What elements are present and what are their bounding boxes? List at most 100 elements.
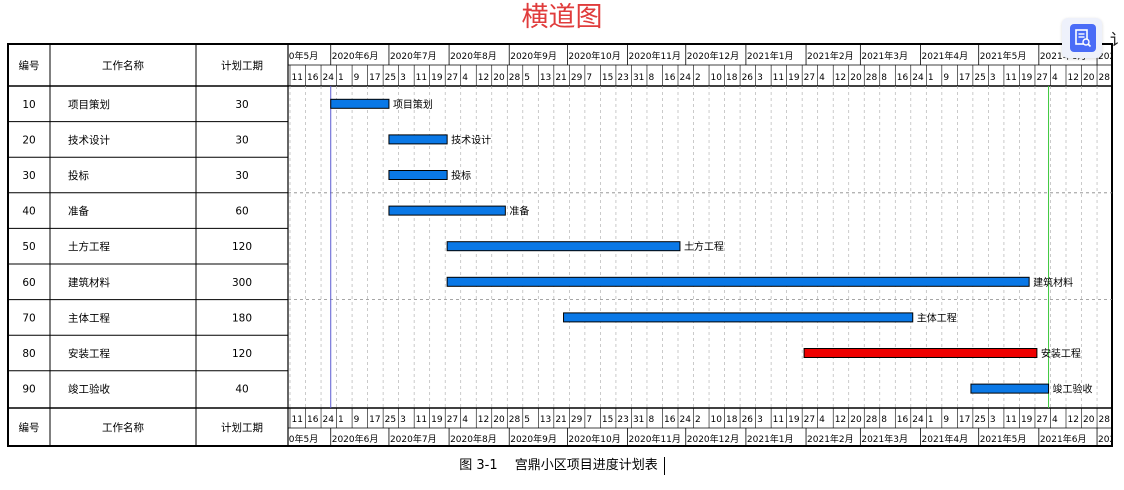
tick-label: 21 <box>555 415 566 425</box>
tick-label: 20 <box>850 73 862 83</box>
tick-label: 28 <box>509 73 521 83</box>
tick-label: 12 <box>1068 415 1079 425</box>
tick-label: 1 <box>928 73 934 83</box>
tick-label: 1 <box>338 73 344 83</box>
tick-label: 4 <box>819 415 825 425</box>
month-label: 2020年12月 <box>687 433 739 445</box>
tick-label: 19 <box>788 73 800 83</box>
tick-label: 24 <box>323 73 335 83</box>
tick-label: 5 <box>524 415 530 425</box>
tick-label: 12 <box>478 415 489 425</box>
tick-label: 26 <box>742 415 754 425</box>
month-label: 2021年2月 <box>807 50 854 62</box>
task-bar-label: 土方工程 <box>684 240 724 253</box>
month-label: 2020年6月 <box>332 50 379 62</box>
tick-label: 17 <box>369 415 380 425</box>
month-label: 2020年12月 <box>687 50 739 62</box>
tick-label: 13 <box>540 415 551 425</box>
task-name: 准备 <box>68 205 89 218</box>
month-label: 2020年7月 <box>390 433 437 445</box>
task-id: 50 <box>22 241 35 253</box>
tick-label: 3 <box>400 415 406 425</box>
tick-label: 3 <box>757 415 763 425</box>
tick-label: 8 <box>648 73 654 83</box>
task-name: 建筑材料 <box>68 276 110 289</box>
tick-label: 25 <box>974 415 985 425</box>
tick-label: 3 <box>990 415 996 425</box>
tick-label: 18 <box>726 73 738 83</box>
month-label: 2020年9月 <box>510 50 557 62</box>
tick-label: 9 <box>943 73 949 83</box>
month-label: 2020年11月 <box>629 50 681 62</box>
table-header-cell: 工作名称 <box>102 59 144 72</box>
tick-label: 2 <box>695 415 701 425</box>
tick-label: 1 <box>928 415 934 425</box>
task-id: 70 <box>22 312 35 324</box>
tick-label: 16 <box>664 73 676 83</box>
tick-label: 6 <box>1114 415 1120 425</box>
side-text: 讠 <box>1110 30 1124 49</box>
task-bar-label: 主体工程 <box>917 312 957 324</box>
tick-label: 27 <box>804 415 815 425</box>
task-duration: 30 <box>235 134 248 146</box>
tick-label: 21 <box>555 73 566 83</box>
tick-label: 28 <box>866 73 878 83</box>
task-bar <box>446 276 1030 287</box>
table-footer-cell: 编号 <box>19 421 40 434</box>
tick-label: 3 <box>757 73 763 83</box>
month-label: 2021年4月 <box>922 50 969 62</box>
tick-label: 24 <box>680 415 692 425</box>
tick-label: 19 <box>1021 73 1033 83</box>
document-search-button[interactable] <box>1062 18 1102 58</box>
tick-label: 10 <box>711 415 723 425</box>
tick-label: 19 <box>788 415 800 425</box>
tick-label: 29 <box>571 73 583 83</box>
tick-label: 28 <box>1099 73 1111 83</box>
month-label: 2021年3月 <box>861 50 908 62</box>
tick-label: 2 <box>695 73 701 83</box>
task-duration: 180 <box>232 312 252 324</box>
task-bar <box>563 312 914 323</box>
month-label: 2020年11月 <box>629 433 681 445</box>
tick-label: 9 <box>354 415 360 425</box>
tick-label: 13 <box>540 73 551 83</box>
month-label: 2021年6月 <box>1040 433 1087 445</box>
table-footer-cell: 工作名称 <box>102 421 144 434</box>
month-label: 2021年5月 <box>980 50 1027 62</box>
tick-label: 20 <box>493 415 505 425</box>
tick-label: 12 <box>478 73 489 83</box>
tick-label: 16 <box>897 415 909 425</box>
month-label: 2021年5月 <box>980 433 1027 445</box>
month-label: 2021年4月 <box>922 433 969 445</box>
tick-label: 28 <box>1099 415 1111 425</box>
task-name: 技术设计 <box>68 133 110 146</box>
tick-label: 17 <box>959 73 970 83</box>
tick-label: 27 <box>447 415 458 425</box>
task-duration: 30 <box>235 170 248 182</box>
tick-label: 4 <box>1052 73 1058 83</box>
tick-label: 23 <box>617 73 628 83</box>
tick-label: 3 <box>990 73 996 83</box>
tick-label: 6 <box>1114 73 1120 83</box>
task-id: 90 <box>22 384 35 396</box>
tick-label: 7 <box>586 415 592 425</box>
tick-label: 8 <box>881 415 887 425</box>
month-label: 2021年3月 <box>861 433 908 445</box>
tick-label: 4 <box>1052 415 1058 425</box>
task-bar-label: 技术设计 <box>451 133 491 146</box>
tick-label: 12 <box>1068 73 1079 83</box>
tick-label: 11 <box>773 73 784 83</box>
tick-label: 4 <box>462 73 468 83</box>
tick-label: 25 <box>385 415 396 425</box>
tick-label: 25 <box>974 73 985 83</box>
tick-label: 20 <box>850 415 862 425</box>
page-title: 横道图 <box>521 2 603 33</box>
month-label: 2020年9月 <box>510 433 557 445</box>
task-name: 土方工程 <box>68 240 110 253</box>
task-id: 20 <box>22 134 35 146</box>
month-label: 2020年5月 <box>272 50 319 62</box>
month-label: 2020年5月 <box>272 433 319 445</box>
tick-label: 19 <box>431 415 443 425</box>
tick-label: 12 <box>835 73 846 83</box>
task-duration: 120 <box>232 348 252 360</box>
